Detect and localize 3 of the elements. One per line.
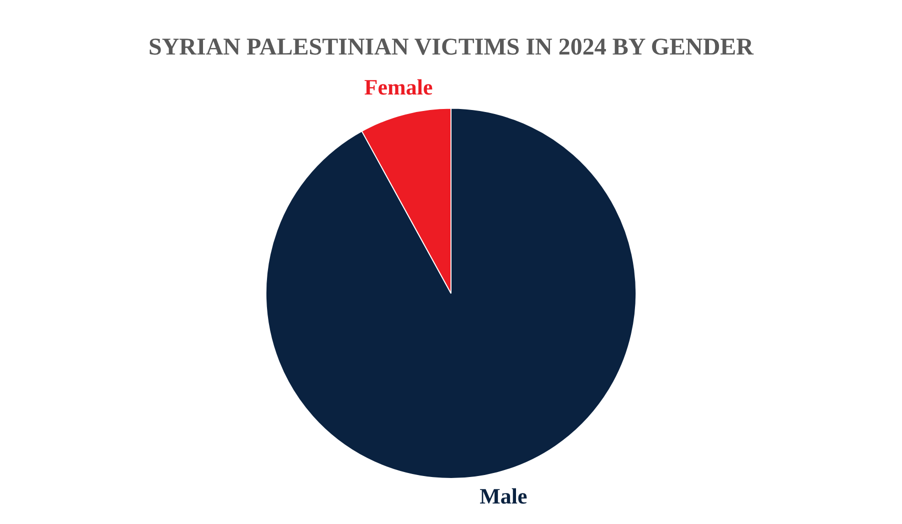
chart-title: SYRIAN PALESTINIAN VICTIMS IN 2024 BY GENDER (148, 34, 754, 61)
slice-label: Male (480, 484, 528, 509)
slice-label: Female (364, 74, 433, 100)
